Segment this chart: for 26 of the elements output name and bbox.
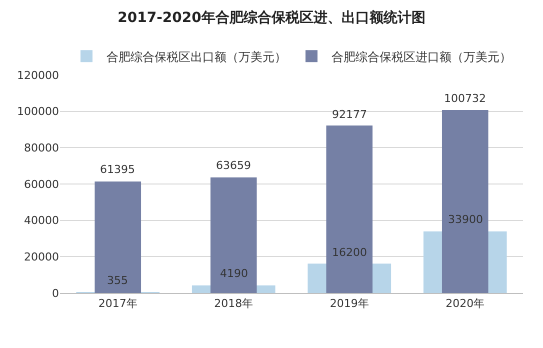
data-label: 92177 xyxy=(332,108,367,121)
legend-label: 合肥综合保税区进口额（万美元） xyxy=(332,50,512,64)
bar xyxy=(210,177,257,293)
y-tick-label: 100000 xyxy=(17,105,59,118)
x-tick-label: 2020年 xyxy=(446,297,485,310)
bar xyxy=(94,181,142,293)
bar xyxy=(442,110,488,293)
data-label: 63659 xyxy=(216,159,251,172)
data-label: 33900 xyxy=(448,213,483,226)
x-tick-label: 2018年 xyxy=(214,297,254,310)
y-tick-label: 40000 xyxy=(24,214,59,228)
x-tick-label: 2019年 xyxy=(330,297,369,310)
data-label: 100732 xyxy=(444,92,486,105)
y-tick-label: 20000 xyxy=(24,250,59,264)
y-tick-label: 60000 xyxy=(24,178,59,191)
x-tick-label: 2017年 xyxy=(98,297,138,310)
chart-title: 2017-2020年合肥综合保税区进、出口额统计图 xyxy=(118,8,426,26)
data-label: 355 xyxy=(107,274,128,287)
data-label: 61395 xyxy=(100,163,135,176)
legend-label: 合肥综合保税区出口额（万美元） xyxy=(106,50,286,64)
y-tick-label: 0 xyxy=(52,286,59,300)
data-label: 4190 xyxy=(220,267,248,280)
bar xyxy=(326,126,373,293)
y-tick-label: 80000 xyxy=(24,142,59,155)
y-tick-label: 120000 xyxy=(17,68,59,82)
data-label: 16200 xyxy=(332,246,367,259)
